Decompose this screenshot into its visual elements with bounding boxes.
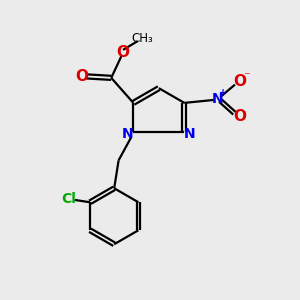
- Text: N: N: [184, 127, 195, 141]
- Text: N: N: [122, 127, 134, 141]
- Text: Cl: Cl: [61, 192, 76, 206]
- Text: CH₃: CH₃: [131, 32, 153, 45]
- Text: +: +: [219, 88, 227, 98]
- Text: ⁻: ⁻: [243, 70, 250, 83]
- Text: N: N: [212, 92, 223, 106]
- Text: O: O: [75, 69, 88, 84]
- Text: O: O: [233, 74, 246, 88]
- Text: O: O: [233, 109, 246, 124]
- Text: O: O: [116, 45, 130, 60]
